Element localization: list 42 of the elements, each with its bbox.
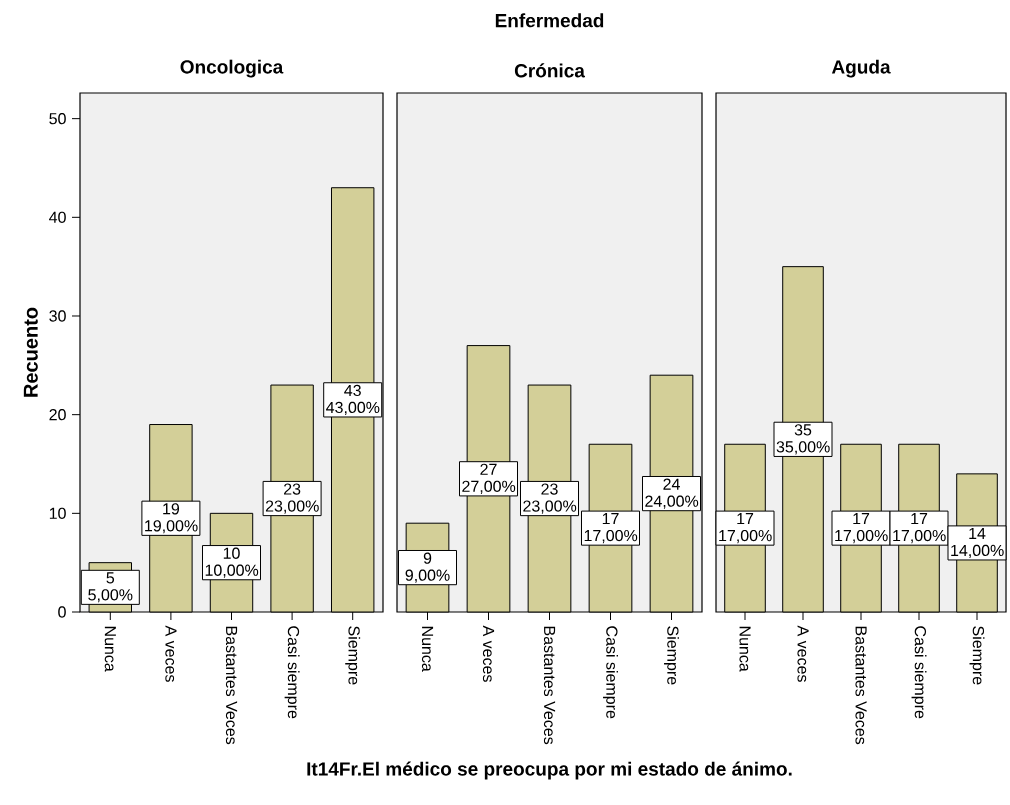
x-tick-label: Casi siempre [603,626,618,719]
x-tick-label: Siempre [345,626,361,685]
data-label: 17 17,00% [719,513,772,544]
x-tick-label: Bastantes Veces [225,626,238,745]
data-label: 10 10,00% [205,547,259,578]
data-label: 17 17,00% [584,513,638,544]
y-axis-title: Recuento [23,307,38,397]
data-label: 17 17,00% [893,513,946,544]
x-tick-label: Bastantes Veces [855,626,867,745]
data-label: 23 23,00% [523,483,577,514]
x-tick-label: Nunca [421,626,434,672]
data-label: 5 5,00% [88,572,133,603]
x-tick-label: A veces [165,625,177,682]
y-tick-label: 20 [49,409,66,421]
x-tick-label: Nunca [104,626,116,672]
x-tick-label: Siempre [969,626,985,685]
x-tick-label: Nunca [739,626,751,672]
x-tick-label: Casi siempre [284,626,300,719]
chart-title: Crónica [514,63,585,78]
y-tick-label: 50 [49,112,66,125]
data-label: 35 35,00% [776,424,830,455]
data-label: 14 14,00% [951,527,1004,558]
y-tick-label: 0 [58,606,66,618]
chart-title: Oncologica [180,59,284,78]
x-tick-label: A veces [482,625,495,682]
chart-title: Aguda [831,59,891,78]
data-label: 17 17,00% [835,513,888,544]
y-tick-label: 10 [49,507,66,519]
data-label: 24 24,00% [645,478,699,509]
x-tick-label: Siempre [664,626,679,685]
y-tick-label: 40 [49,211,66,223]
data-label: 19 19,00% [145,503,198,534]
x-tick-label: Casi siempre [911,626,927,719]
data-label: 9 9,00% [405,552,450,583]
x-tick-label: Bastantes Veces [543,626,556,745]
x-tick-label: A veces [797,625,809,682]
data-label: 23 23,00% [265,483,319,514]
data-label: 43 43,00% [326,384,380,415]
x-axis-title: It14Fr.El médico se preocupa por mi estado de ánimo. [307,761,792,780]
data-label: 27 27,00% [462,463,516,494]
y-tick-label: 30 [49,310,66,322]
text: Enfermedad [495,13,604,28]
